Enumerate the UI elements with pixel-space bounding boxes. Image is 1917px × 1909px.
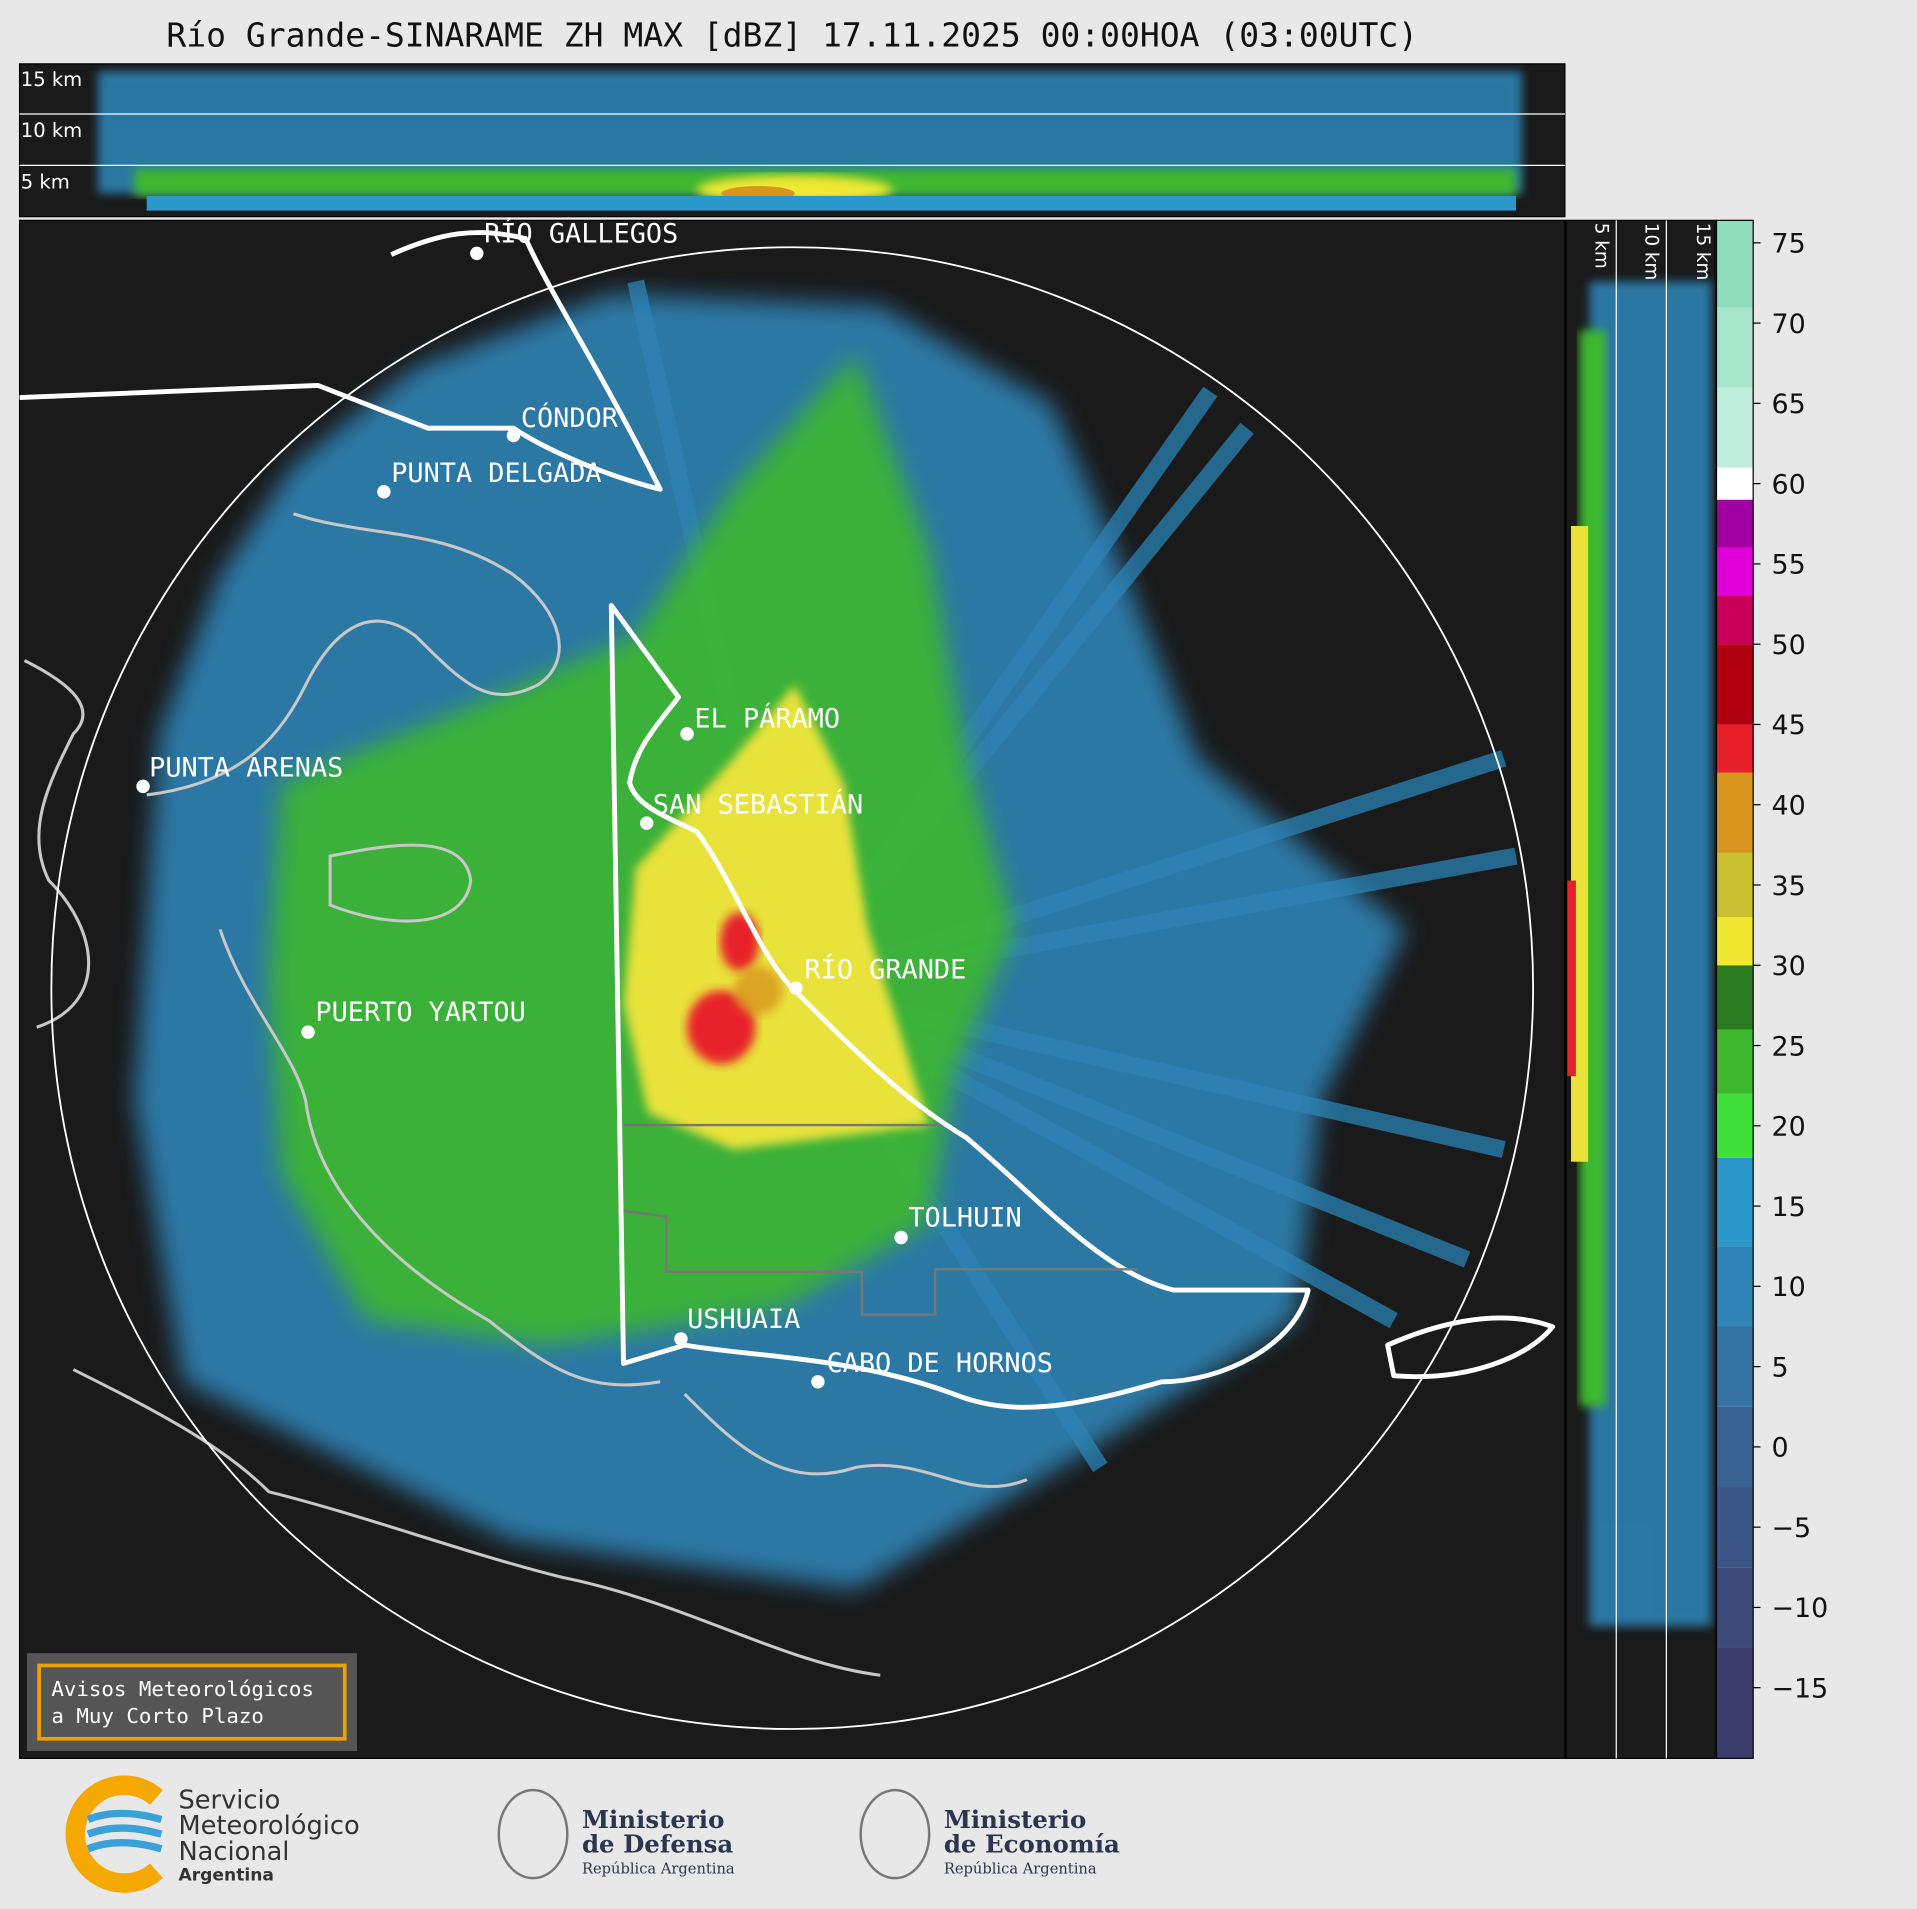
range-ring <box>50 246 1535 1730</box>
colorbar-tick-label: −5 <box>1772 1513 1812 1544</box>
colorbar-band <box>1716 1406 1754 1488</box>
logo-text: Meteorológico <box>178 1811 359 1841</box>
colorbar-tick-label: 50 <box>1772 630 1806 661</box>
colorbar-band <box>1716 1487 1754 1568</box>
colorbar-tick-label: 20 <box>1772 1112 1806 1143</box>
region-outline <box>623 1123 1137 1316</box>
colorbar-tick-label: −10 <box>1772 1593 1829 1624</box>
borders <box>19 230 1556 1410</box>
colorbar-band <box>1716 965 1754 1030</box>
colorbar-band <box>1716 596 1754 645</box>
city-label: TOLHUIN <box>908 1203 1021 1234</box>
city-marker <box>301 1025 315 1039</box>
logo-text: Servicio <box>178 1785 280 1815</box>
city-label: CÓNDOR <box>521 402 619 434</box>
height-label: 15 km <box>21 68 82 91</box>
colorbar-band <box>1716 1647 1754 1759</box>
logo-text: Ministerio <box>944 1805 1086 1834</box>
colorbar-tick-label: 15 <box>1772 1192 1806 1223</box>
city-label: EL PÁRAMO <box>694 703 840 735</box>
city-marker <box>680 727 694 741</box>
colorbar-band <box>1716 1029 1754 1094</box>
city-marker <box>136 779 150 794</box>
colorbar-tick-label: 25 <box>1772 1031 1806 1062</box>
colorbar-tick-label: 60 <box>1772 469 1806 500</box>
logo-text: de Economía <box>944 1829 1120 1858</box>
colorbar-tick-label: 30 <box>1772 951 1806 982</box>
colorbar-band <box>1716 1326 1754 1407</box>
colorbar-tick-label: 75 <box>1772 229 1806 260</box>
colorbar-band <box>1716 772 1754 853</box>
logo-text: Ministerio <box>582 1805 724 1834</box>
height-label: 10 km <box>21 119 82 142</box>
colorbar-tick-label: 55 <box>1772 550 1806 581</box>
logo-text: República Argentina <box>582 1860 735 1877</box>
city-marker <box>789 981 803 995</box>
height-label: 5 km <box>21 171 70 194</box>
city-label: RÍO GRANDE <box>804 953 966 985</box>
city-marker <box>377 485 391 499</box>
colorbar-band <box>1716 499 1754 548</box>
city-label: PUNTA ARENAS <box>149 753 343 784</box>
colorbar-band <box>1716 852 1754 918</box>
colorbar-band <box>1716 1246 1754 1327</box>
colorbar-tick-label: 40 <box>1772 790 1806 821</box>
colorbar-tick-label: 5 <box>1772 1352 1789 1383</box>
height-label: 15 km <box>1692 223 1713 281</box>
colorbar-tick-label: 0 <box>1772 1433 1789 1464</box>
logo-text: República Argentina <box>944 1860 1097 1877</box>
logo-text: Argentina <box>178 1866 273 1886</box>
notice-border <box>37 1663 347 1741</box>
top-echo <box>97 71 1523 211</box>
city-label: USHUAIA <box>687 1304 800 1335</box>
city-marker <box>640 816 654 830</box>
city-marker <box>811 1375 825 1389</box>
colorbar-band <box>1716 467 1754 500</box>
colorbar-band <box>1716 220 1754 308</box>
city-label: PUERTO YARTOU <box>315 997 525 1028</box>
city-label: SAN SEBASTIÁN <box>653 788 863 820</box>
colorbar-tick-label: −15 <box>1772 1673 1829 1704</box>
logo-text: de Defensa <box>582 1829 733 1858</box>
logo-text: Nacional <box>178 1837 289 1867</box>
city-marker <box>674 1332 688 1346</box>
notice-text: Avisos Meteorológicos <box>51 1677 314 1701</box>
colorbar-tick-label: 70 <box>1772 309 1806 340</box>
smn-logo <box>65 1775 163 1893</box>
colorbar-band <box>1716 1567 1754 1648</box>
colorbar-tick-label: 45 <box>1772 710 1806 741</box>
colorbar-band <box>1716 1093 1754 1158</box>
colorbar-band <box>1716 644 1754 725</box>
colorbar-band <box>1716 307 1754 388</box>
title: Río Grande-SINARAME ZH MAX [dBZ] 17.11.2… <box>166 16 1418 55</box>
colorbar-band <box>1716 1157 1754 1247</box>
colorbar-frame <box>1715 219 1754 1759</box>
side-echo <box>1567 281 1712 1627</box>
colorbar-band <box>1716 387 1754 468</box>
notice-box <box>26 1653 357 1752</box>
colorbar-tick-label: 65 <box>1772 389 1806 420</box>
colorbar-band <box>1716 724 1754 773</box>
city-label: RÍO GALLEGOS <box>484 217 678 249</box>
city-marker <box>506 428 521 443</box>
height-label: 5 km <box>1590 223 1611 269</box>
colorbar-tick-label: 35 <box>1772 871 1806 902</box>
coat-of-arms <box>497 1788 931 1880</box>
map-echo <box>134 279 1518 1590</box>
city-label: PUNTA DELGADA <box>391 458 601 489</box>
height-label: 10 km <box>1641 223 1662 281</box>
city-marker <box>894 1230 908 1245</box>
coastlines <box>23 512 1028 1677</box>
city-marker <box>470 246 484 261</box>
city-label: CABO DE HORNOS <box>826 1348 1053 1379</box>
notice-text: a Muy Corto Plazo <box>51 1704 264 1728</box>
colorbar-band <box>1716 917 1754 966</box>
colorbar-tick-label: 10 <box>1772 1272 1806 1303</box>
colorbar-band <box>1716 547 1754 597</box>
